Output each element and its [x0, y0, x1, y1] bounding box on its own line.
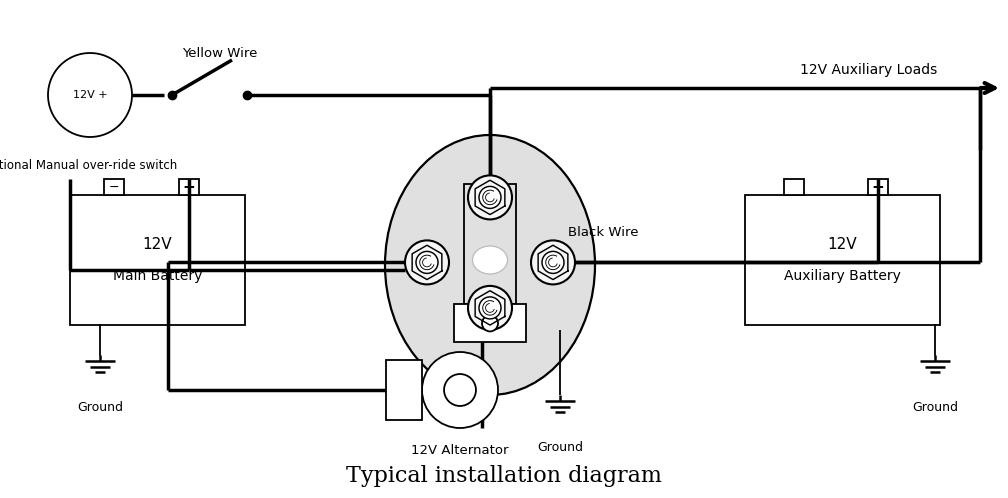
- Text: +: +: [871, 179, 884, 195]
- FancyBboxPatch shape: [179, 179, 199, 195]
- Circle shape: [542, 251, 564, 273]
- FancyBboxPatch shape: [386, 360, 422, 420]
- Circle shape: [468, 286, 512, 330]
- FancyBboxPatch shape: [70, 195, 245, 325]
- Text: Typical installation diagram: Typical installation diagram: [346, 465, 662, 487]
- Ellipse shape: [385, 135, 595, 395]
- Circle shape: [479, 186, 501, 208]
- Circle shape: [422, 352, 498, 428]
- Text: 12V +: 12V +: [73, 90, 107, 100]
- Text: 12V: 12V: [828, 237, 858, 252]
- Text: Yellow Wire: Yellow Wire: [182, 46, 257, 59]
- Circle shape: [468, 175, 512, 220]
- Circle shape: [479, 297, 501, 319]
- Circle shape: [405, 241, 449, 284]
- Circle shape: [482, 315, 498, 331]
- Ellipse shape: [473, 246, 507, 274]
- Text: Ground: Ground: [77, 400, 123, 413]
- Text: Ground: Ground: [537, 441, 583, 454]
- FancyBboxPatch shape: [868, 179, 888, 195]
- FancyBboxPatch shape: [784, 179, 803, 195]
- Text: +: +: [182, 179, 196, 195]
- Text: Black Wire: Black Wire: [568, 226, 638, 239]
- Text: Optional Manual over-ride switch: Optional Manual over-ride switch: [0, 158, 177, 171]
- Circle shape: [531, 241, 575, 284]
- Text: 12V: 12V: [143, 237, 172, 252]
- Circle shape: [445, 374, 476, 406]
- Circle shape: [416, 251, 438, 273]
- Circle shape: [48, 53, 132, 137]
- FancyBboxPatch shape: [104, 179, 124, 195]
- Text: 12V Auxiliary Loads: 12V Auxiliary Loads: [800, 63, 937, 77]
- Text: Ground: Ground: [912, 400, 958, 413]
- FancyBboxPatch shape: [745, 195, 940, 325]
- Text: Auxiliary Battery: Auxiliary Battery: [784, 268, 901, 282]
- Text: 12V Alternator: 12V Alternator: [411, 444, 509, 457]
- Text: Main Battery: Main Battery: [113, 268, 203, 282]
- Text: −: −: [109, 180, 119, 194]
- FancyBboxPatch shape: [454, 304, 526, 343]
